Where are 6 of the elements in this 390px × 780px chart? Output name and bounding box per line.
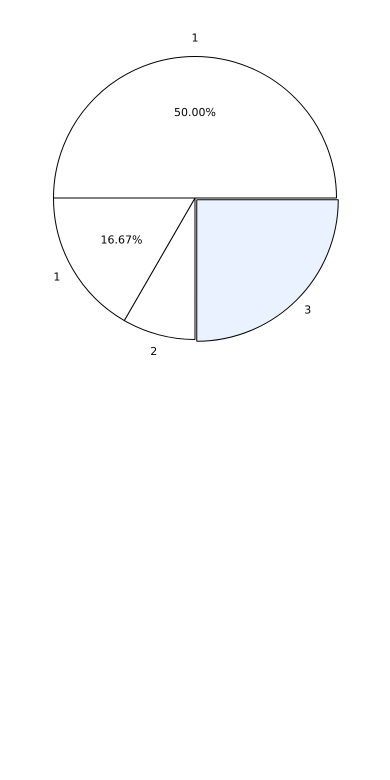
data-label: 16.67% [100, 233, 142, 246]
slice-label: 3 [304, 304, 312, 317]
slice-label: 1 [192, 31, 198, 44]
slice-label: 1 [53, 270, 60, 284]
data-label: 50.00% [174, 106, 216, 119]
slice-label: 2 [150, 344, 158, 358]
